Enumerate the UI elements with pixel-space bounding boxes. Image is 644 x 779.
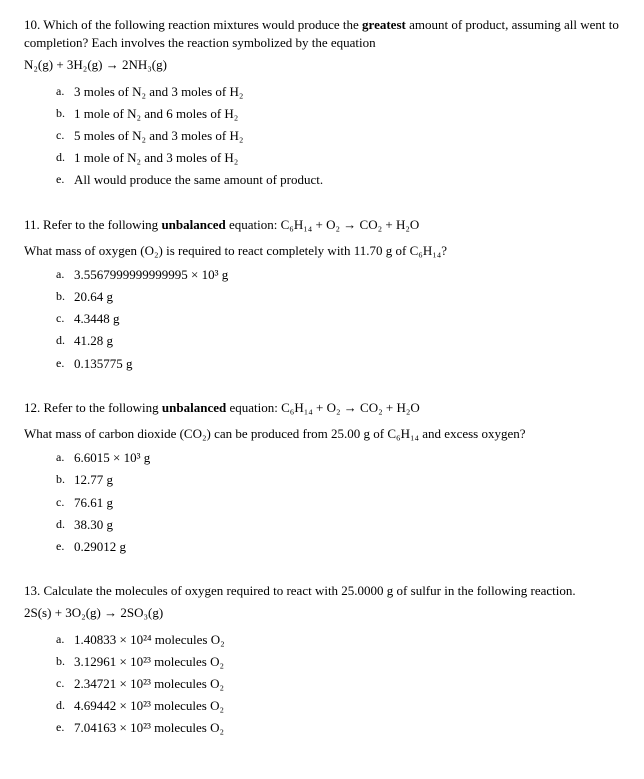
equation-inline: C₆H₁₄ + O₂ → CO₂ + H₂O — [281, 217, 420, 232]
option-c: c.4.3448 g — [56, 310, 620, 328]
option-letter: a. — [56, 266, 74, 284]
option-c: c.76.61 g — [56, 494, 620, 512]
option-text: 3.5567999999999995 × 10³ g — [74, 266, 620, 284]
option-letter: e. — [56, 538, 74, 556]
question-12: 12. Refer to the following unbalanced eq… — [24, 399, 620, 556]
option-text: 12.77 g — [74, 471, 620, 489]
option-text: 1 mole of N₂ and 6 moles of H₂ — [74, 105, 620, 123]
option-c: c.5 moles of N₂ and 3 moles of H₂ — [56, 127, 620, 145]
equation: N₂(g) + 3H₂(g) → 2NH₃(g) — [24, 56, 620, 74]
option-a: a.6.6015 × 10³ g — [56, 449, 620, 467]
option-c: c.2.34721 × 10²³ molecules O₂ — [56, 675, 620, 693]
option-letter: a. — [56, 83, 74, 101]
options-list: a.1.40833 × 10²⁴ molecules O₂ b.3.12961 … — [24, 631, 620, 738]
option-b: b.3.12961 × 10²³ molecules O₂ — [56, 653, 620, 671]
option-letter: b. — [56, 105, 74, 123]
option-text: 38.30 g — [74, 516, 620, 534]
stem-text-b: equation: — [226, 400, 281, 415]
option-text: 0.135775 g — [74, 355, 620, 373]
stem-bold: unbalanced — [162, 400, 226, 415]
option-text: 0.29012 g — [74, 538, 620, 556]
option-text: 7.04163 × 10²³ molecules O₂ — [74, 719, 620, 737]
option-b: b.1 mole of N₂ and 6 moles of H₂ — [56, 105, 620, 123]
option-letter: e. — [56, 719, 74, 737]
option-text: 41.28 g — [74, 332, 620, 350]
question-stem: 10. Which of the following reaction mixt… — [24, 16, 620, 52]
option-text: 6.6015 × 10³ g — [74, 449, 620, 467]
option-b: b.20.64 g — [56, 288, 620, 306]
option-d: d.41.28 g — [56, 332, 620, 350]
option-text: 5 moles of N₂ and 3 moles of H₂ — [74, 127, 620, 145]
option-d: d.38.30 g — [56, 516, 620, 534]
option-letter: d. — [56, 516, 74, 534]
option-text: 1 mole of N₂ and 3 moles of H₂ — [74, 149, 620, 167]
stem-text-a: 10. Which of the following reaction mixt… — [24, 17, 362, 32]
option-a: a.3.5567999999999995 × 10³ g — [56, 266, 620, 284]
option-d: d.1 mole of N₂ and 3 moles of H₂ — [56, 149, 620, 167]
sub-question: What mass of oxygen (O₂) is required to … — [24, 242, 620, 260]
options-list: a.3.5567999999999995 × 10³ g b.20.64 g c… — [24, 266, 620, 373]
option-text: 4.3448 g — [74, 310, 620, 328]
equation-inline: C₆H₁₄ + O₂ → CO₂ + H₂O — [281, 400, 420, 415]
option-letter: a. — [56, 631, 74, 649]
question-11: 11. Refer to the following unbalanced eq… — [24, 216, 620, 373]
stem-bold: greatest — [362, 17, 406, 32]
option-letter: e. — [56, 355, 74, 373]
option-text: 20.64 g — [74, 288, 620, 306]
option-letter: a. — [56, 449, 74, 467]
option-letter: c. — [56, 494, 74, 512]
option-letter: c. — [56, 310, 74, 328]
option-e: e.All would produce the same amount of p… — [56, 171, 620, 189]
option-text: 3 moles of N₂ and 3 moles of H₂ — [74, 83, 620, 101]
question-13: 13. Calculate the molecules of oxygen re… — [24, 582, 620, 737]
option-text: 1.40833 × 10²⁴ molecules O₂ — [74, 631, 620, 649]
stem-text-a: 12. Refer to the following — [24, 400, 162, 415]
option-e: e.0.135775 g — [56, 355, 620, 373]
option-a: a.3 moles of N₂ and 3 moles of H₂ — [56, 83, 620, 101]
question-stem: 13. Calculate the molecules of oxygen re… — [24, 582, 620, 600]
stem-text-a: 11. Refer to the following — [24, 217, 161, 232]
option-a: a.1.40833 × 10²⁴ molecules O₂ — [56, 631, 620, 649]
stem-text-b: equation: — [226, 217, 281, 232]
option-letter: b. — [56, 288, 74, 306]
option-letter: c. — [56, 675, 74, 693]
option-text: All would produce the same amount of pro… — [74, 171, 620, 189]
option-text: 76.61 g — [74, 494, 620, 512]
options-list: a.6.6015 × 10³ g b.12.77 g c.76.61 g d.3… — [24, 449, 620, 556]
question-10: 10. Which of the following reaction mixt… — [24, 16, 620, 190]
option-letter: b. — [56, 653, 74, 671]
option-letter: d. — [56, 149, 74, 167]
option-letter: b. — [56, 471, 74, 489]
sub-question: What mass of carbon dioxide (CO₂) can be… — [24, 425, 620, 443]
option-text: 3.12961 × 10²³ molecules O₂ — [74, 653, 620, 671]
option-e: e.7.04163 × 10²³ molecules O₂ — [56, 719, 620, 737]
equation: 2S(s) + 3O₂(g) → 2SO₃(g) — [24, 604, 620, 622]
stem-bold: unbalanced — [161, 217, 225, 232]
option-text: 2.34721 × 10²³ molecules O₂ — [74, 675, 620, 693]
option-letter: e. — [56, 171, 74, 189]
question-stem: 11. Refer to the following unbalanced eq… — [24, 216, 620, 234]
options-list: a.3 moles of N₂ and 3 moles of H₂ b.1 mo… — [24, 83, 620, 190]
option-e: e.0.29012 g — [56, 538, 620, 556]
option-b: b.12.77 g — [56, 471, 620, 489]
question-stem: 12. Refer to the following unbalanced eq… — [24, 399, 620, 417]
option-letter: c. — [56, 127, 74, 145]
option-letter: d. — [56, 332, 74, 350]
